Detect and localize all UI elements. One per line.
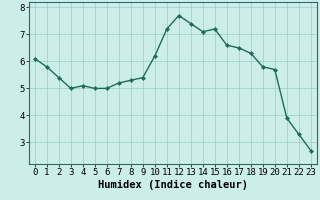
X-axis label: Humidex (Indice chaleur): Humidex (Indice chaleur) [98,180,248,190]
